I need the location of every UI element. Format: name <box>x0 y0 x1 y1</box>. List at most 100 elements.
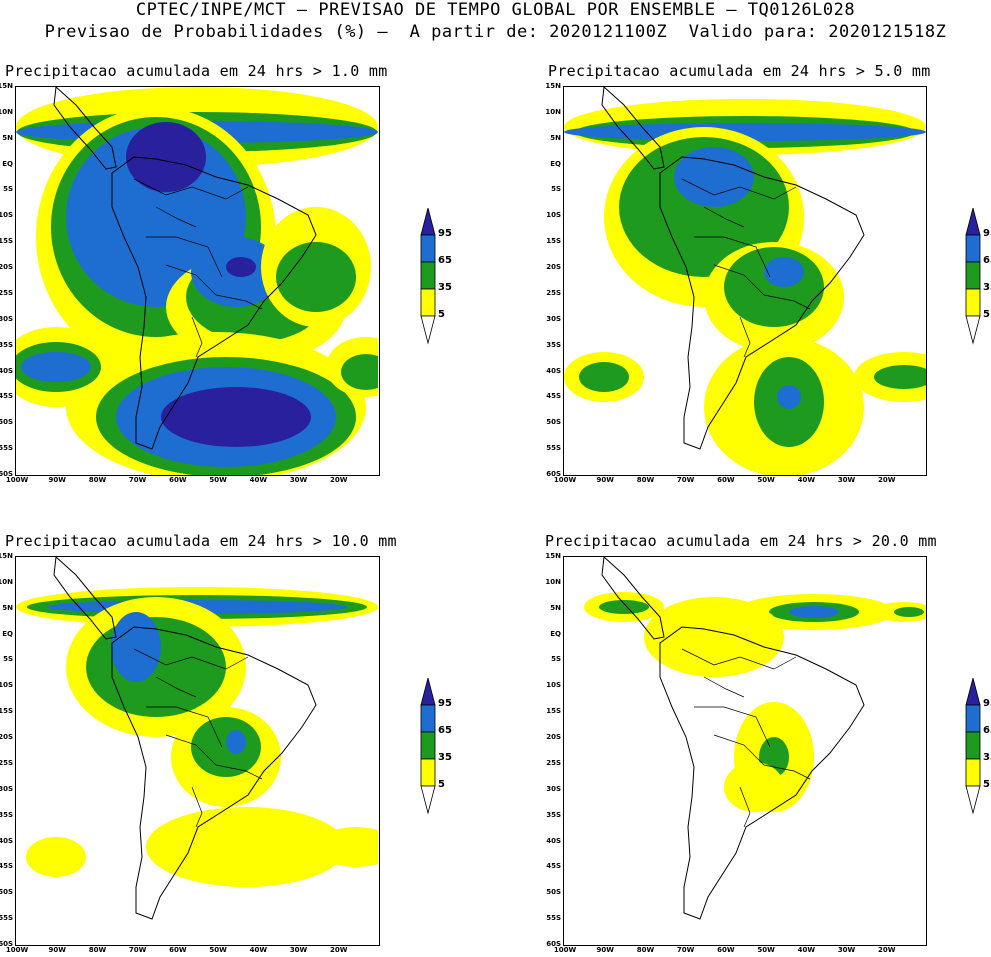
lat-tick-label: 15N <box>545 82 561 90</box>
lat-tick-label: 40S <box>546 836 561 845</box>
lat-tick-label: EQ <box>2 629 13 638</box>
coastline-south-america <box>659 626 865 920</box>
country-border <box>773 186 797 200</box>
lat-tick-label: 5S <box>3 185 13 194</box>
lon-tick-label: 80W <box>88 476 107 484</box>
lon-tick-label: 50W <box>209 476 227 484</box>
lon-tick-label: 70W <box>128 946 147 954</box>
probability-area-green <box>724 247 824 327</box>
map-canvas <box>16 557 378 920</box>
country-border <box>739 786 751 828</box>
lon-tick-label: 70W <box>128 476 147 484</box>
colorbar-3: 95 65 35 5 <box>420 676 452 832</box>
lat-tick-label: 15S <box>0 707 13 716</box>
coastline-south-america <box>659 156 865 450</box>
lat-tick-label: 30S <box>546 314 561 323</box>
coastline-central-america <box>601 557 665 640</box>
lat-tick-label: 55S <box>0 444 13 453</box>
lon-tick-label: 90W <box>48 946 66 954</box>
map-canvas <box>16 87 378 475</box>
map-panel-3 <box>15 556 380 946</box>
lat-tick-label: 55S <box>546 444 561 453</box>
lat-tick-label: 60S <box>546 940 561 948</box>
lat-tick-label: 20S <box>0 263 13 272</box>
header-subtitle: Previsao de Probabilidades (%) – A parti… <box>44 22 947 42</box>
lon-tick-label: 30W <box>289 476 308 484</box>
country-border <box>155 206 197 228</box>
lon-tick-label: 60W <box>717 946 735 954</box>
lon-tick-label: 30W <box>837 476 856 484</box>
lat-tick-label: 5S <box>3 655 13 664</box>
colorbar-level-label: 5 <box>438 309 445 320</box>
colorbar-segment <box>420 731 436 760</box>
lat-tick-label: 50S <box>0 888 13 897</box>
colorbar-level-label: 95 <box>983 698 991 709</box>
lon-tick-label: 90W <box>48 476 66 484</box>
lat-tick-label: 30S <box>546 784 561 793</box>
lat-tick-label: 10N <box>0 577 13 586</box>
lat-tick-label: 10S <box>546 681 561 690</box>
lon-tick-label: 70W <box>676 476 695 484</box>
lat-tick-label: 5N <box>2 133 13 142</box>
country-border <box>763 294 811 310</box>
probability-area-yellow <box>644 597 784 677</box>
lat-tick-label: 35S <box>0 340 13 349</box>
lat-tick-label: 10S <box>0 681 13 690</box>
lat-tick-label: 10N <box>0 107 13 116</box>
lat-tick-label: 30S <box>0 314 13 323</box>
country-border <box>133 648 227 670</box>
coastline-south-america <box>111 626 317 920</box>
colorbar-level-label: 95 <box>983 228 991 239</box>
country-border <box>215 764 263 780</box>
lat-tick-label: 60S <box>0 940 13 948</box>
lon-tick-label: 50W <box>757 476 775 484</box>
probability-area-green <box>191 717 261 777</box>
lat-tick-label: 10S <box>0 211 13 220</box>
colorbar-segment <box>420 288 436 317</box>
colorbar-level-label: 35 <box>438 282 452 293</box>
colorbar-bottom-triangle <box>420 315 436 345</box>
probability-area-green <box>341 354 378 390</box>
map-canvas <box>584 557 926 920</box>
lat-tick-label: 5S <box>551 185 561 194</box>
colorbar-bottom-triangle <box>420 785 436 815</box>
country-border <box>763 764 811 780</box>
lat-tick-label: 5N <box>550 133 561 142</box>
country-border <box>155 676 197 698</box>
colorbar-level-label: 5 <box>438 779 445 790</box>
map-panel-1 <box>15 86 380 476</box>
probability-area-green <box>894 607 924 617</box>
colorbar-bottom-triangle <box>965 315 981 345</box>
country-border <box>713 734 765 766</box>
lat-tick-label: 55S <box>0 914 13 923</box>
colorbar-level-label: 35 <box>438 752 452 763</box>
lat-tick-label: EQ <box>2 159 13 168</box>
lon-tick-label: 30W <box>289 946 308 954</box>
lon-tick-label: 40W <box>797 946 816 954</box>
probability-area-yellow <box>724 762 784 812</box>
panel-4-title: Precipitacao acumulada em 24 hrs > 20.0 … <box>545 532 937 550</box>
lat-tick-label: 35S <box>0 810 13 819</box>
probability-area-blue <box>777 385 801 409</box>
lon-tick-label: 80W <box>636 476 655 484</box>
lat-tick-label: EQ <box>550 629 561 638</box>
lat-tick-label: 25S <box>546 288 561 297</box>
panel-2-title: Precipitacao acumulada em 24 hrs > 5.0 m… <box>548 62 931 80</box>
lon-tick-label: 100W <box>553 946 577 954</box>
country-border <box>225 656 249 670</box>
lat-tick-label: 35S <box>546 340 561 349</box>
probability-area-yellow <box>316 827 378 867</box>
probability-area-blue <box>789 606 839 618</box>
lat-tick-label: 45S <box>0 392 13 401</box>
lat-tick-label: 25S <box>546 758 561 767</box>
probability-area-darkblue <box>226 257 256 277</box>
probability-area-blue <box>764 257 804 287</box>
lon-tick-label: 40W <box>249 946 268 954</box>
lon-tick-label: 90W <box>596 476 614 484</box>
map-canvas <box>564 87 926 475</box>
colorbar-level-label: 95 <box>438 698 452 709</box>
lon-tick-label: 20W <box>878 946 896 954</box>
lon-tick-label: 60W <box>169 476 187 484</box>
lon-tick-label: 20W <box>878 476 896 484</box>
colorbar-segment <box>965 758 981 787</box>
